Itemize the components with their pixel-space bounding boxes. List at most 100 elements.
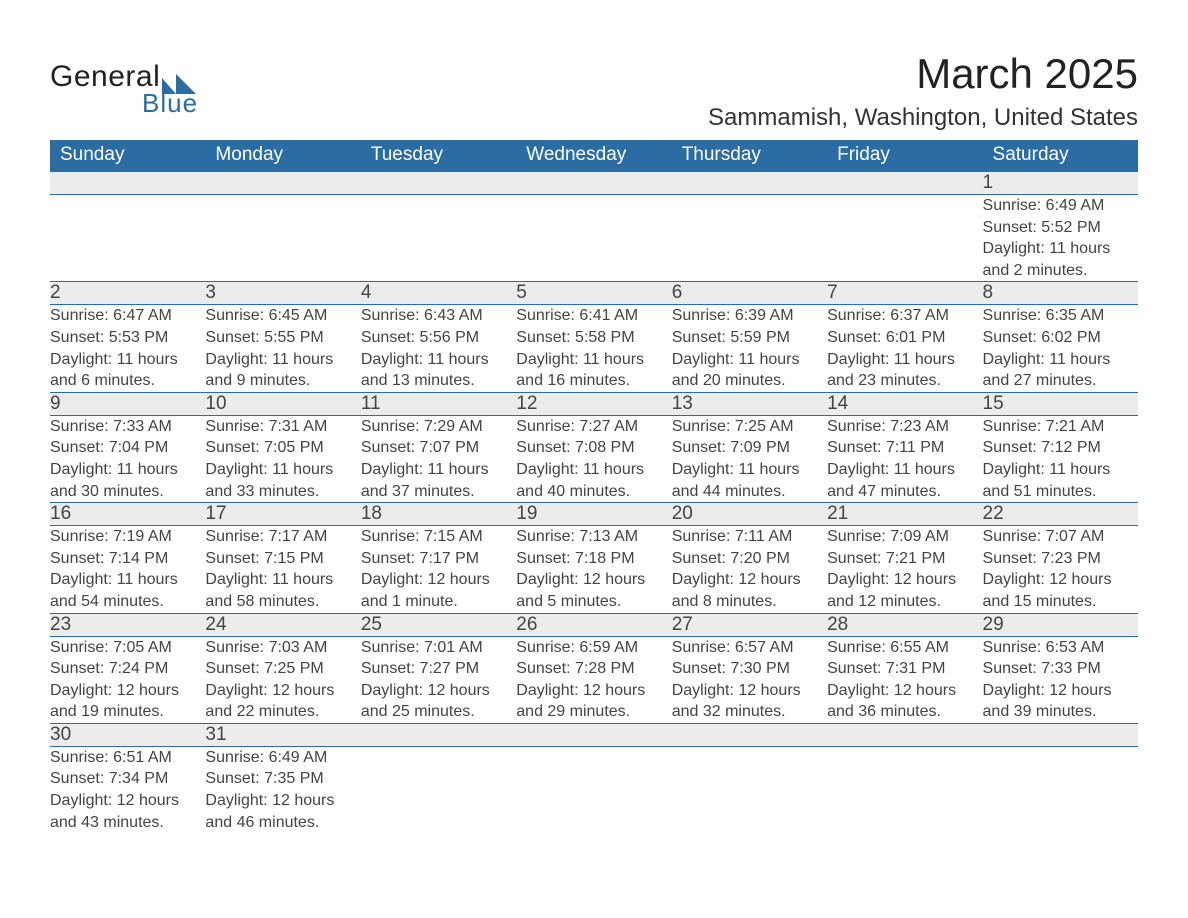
day-number: 13 (672, 392, 827, 415)
day-number: 26 (516, 613, 671, 636)
day-detail: Sunrise: 7:07 AMSunset: 7:23 PMDaylight:… (983, 526, 1138, 613)
day-number: 5 (516, 282, 671, 305)
day-detail: Sunrise: 6:39 AMSunset: 5:59 PMDaylight:… (672, 305, 827, 392)
day-number: 1 (983, 172, 1138, 195)
header: General Blue March 2025 Sammamish, Washi… (50, 50, 1138, 132)
col-header: Wednesday (516, 140, 671, 172)
day-number (361, 723, 516, 746)
brand-logo: General Blue (50, 50, 198, 119)
day-detail: Sunrise: 7:13 AMSunset: 7:18 PMDaylight:… (516, 526, 671, 613)
day-number: 19 (516, 503, 671, 526)
day-detail: Sunrise: 7:29 AMSunset: 7:07 PMDaylight:… (361, 415, 516, 502)
day-detail (983, 746, 1138, 833)
day-number (50, 172, 205, 195)
brand-name-sub: Blue (142, 88, 198, 119)
day-detail (516, 195, 671, 282)
day-number (672, 723, 827, 746)
day-number: 11 (361, 392, 516, 415)
day-detail (827, 746, 982, 833)
col-header: Monday (205, 140, 360, 172)
col-header: Thursday (672, 140, 827, 172)
daynum-row: 3031 (50, 723, 1138, 746)
day-number: 28 (827, 613, 982, 636)
day-detail: Sunrise: 6:35 AMSunset: 6:02 PMDaylight:… (983, 305, 1138, 392)
day-number: 14 (827, 392, 982, 415)
detail-row: Sunrise: 6:49 AMSunset: 5:52 PMDaylight:… (50, 195, 1138, 282)
day-number: 2 (50, 282, 205, 305)
day-detail: Sunrise: 7:33 AMSunset: 7:04 PMDaylight:… (50, 415, 205, 502)
day-detail: Sunrise: 7:23 AMSunset: 7:11 PMDaylight:… (827, 415, 982, 502)
day-number (516, 172, 671, 195)
day-number: 29 (983, 613, 1138, 636)
day-detail (50, 195, 205, 282)
day-number: 7 (827, 282, 982, 305)
page-title: March 2025 (708, 50, 1138, 98)
day-number: 17 (205, 503, 360, 526)
day-number: 22 (983, 503, 1138, 526)
daynum-row: 2345678 (50, 282, 1138, 305)
detail-row: Sunrise: 7:33 AMSunset: 7:04 PMDaylight:… (50, 415, 1138, 502)
day-number: 16 (50, 503, 205, 526)
day-number (827, 723, 982, 746)
day-detail: Sunrise: 6:51 AMSunset: 7:34 PMDaylight:… (50, 746, 205, 833)
detail-row: Sunrise: 7:05 AMSunset: 7:24 PMDaylight:… (50, 636, 1138, 723)
day-number: 4 (361, 282, 516, 305)
day-number: 24 (205, 613, 360, 636)
day-number (205, 172, 360, 195)
day-number (983, 723, 1138, 746)
day-number: 20 (672, 503, 827, 526)
detail-row: Sunrise: 6:51 AMSunset: 7:34 PMDaylight:… (50, 746, 1138, 833)
day-detail (361, 195, 516, 282)
day-detail: Sunrise: 6:43 AMSunset: 5:56 PMDaylight:… (361, 305, 516, 392)
day-number: 27 (672, 613, 827, 636)
day-detail (672, 746, 827, 833)
detail-row: Sunrise: 6:47 AMSunset: 5:53 PMDaylight:… (50, 305, 1138, 392)
day-detail: Sunrise: 7:11 AMSunset: 7:20 PMDaylight:… (672, 526, 827, 613)
day-detail: Sunrise: 6:53 AMSunset: 7:33 PMDaylight:… (983, 636, 1138, 723)
day-number: 8 (983, 282, 1138, 305)
day-detail: Sunrise: 6:49 AMSunset: 7:35 PMDaylight:… (205, 746, 360, 833)
day-number: 25 (361, 613, 516, 636)
day-detail: Sunrise: 6:47 AMSunset: 5:53 PMDaylight:… (50, 305, 205, 392)
daynum-row: 9101112131415 (50, 392, 1138, 415)
day-detail: Sunrise: 7:19 AMSunset: 7:14 PMDaylight:… (50, 526, 205, 613)
day-detail: Sunrise: 7:27 AMSunset: 7:08 PMDaylight:… (516, 415, 671, 502)
day-detail: Sunrise: 7:31 AMSunset: 7:05 PMDaylight:… (205, 415, 360, 502)
day-detail: Sunrise: 6:45 AMSunset: 5:55 PMDaylight:… (205, 305, 360, 392)
day-detail: Sunrise: 6:49 AMSunset: 5:52 PMDaylight:… (983, 195, 1138, 282)
detail-row: Sunrise: 7:19 AMSunset: 7:14 PMDaylight:… (50, 526, 1138, 613)
day-number: 23 (50, 613, 205, 636)
day-detail (205, 195, 360, 282)
col-header: Friday (827, 140, 982, 172)
daynum-row: 23242526272829 (50, 613, 1138, 636)
day-number (516, 723, 671, 746)
weekday-header-row: Sunday Monday Tuesday Wednesday Thursday… (50, 140, 1138, 172)
calendar-table: Sunday Monday Tuesday Wednesday Thursday… (50, 140, 1138, 833)
day-detail: Sunrise: 6:55 AMSunset: 7:31 PMDaylight:… (827, 636, 982, 723)
col-header: Saturday (983, 140, 1138, 172)
day-detail: Sunrise: 7:25 AMSunset: 7:09 PMDaylight:… (672, 415, 827, 502)
day-detail: Sunrise: 6:41 AMSunset: 5:58 PMDaylight:… (516, 305, 671, 392)
day-detail: Sunrise: 7:17 AMSunset: 7:15 PMDaylight:… (205, 526, 360, 613)
day-detail (672, 195, 827, 282)
day-number (827, 172, 982, 195)
day-number: 31 (205, 723, 360, 746)
day-detail: Sunrise: 7:15 AMSunset: 7:17 PMDaylight:… (361, 526, 516, 613)
location-subtitle: Sammamish, Washington, United States (708, 104, 1138, 132)
day-number: 21 (827, 503, 982, 526)
day-detail: Sunrise: 7:09 AMSunset: 7:21 PMDaylight:… (827, 526, 982, 613)
day-detail: Sunrise: 6:57 AMSunset: 7:30 PMDaylight:… (672, 636, 827, 723)
day-detail: Sunrise: 6:37 AMSunset: 6:01 PMDaylight:… (827, 305, 982, 392)
day-number (672, 172, 827, 195)
day-number: 15 (983, 392, 1138, 415)
day-detail: Sunrise: 7:21 AMSunset: 7:12 PMDaylight:… (983, 415, 1138, 502)
title-block: March 2025 Sammamish, Washington, United… (708, 50, 1138, 132)
day-detail (827, 195, 982, 282)
day-number (361, 172, 516, 195)
day-number: 9 (50, 392, 205, 415)
col-header: Sunday (50, 140, 205, 172)
day-detail (516, 746, 671, 833)
day-number: 30 (50, 723, 205, 746)
day-number: 6 (672, 282, 827, 305)
day-detail: Sunrise: 6:59 AMSunset: 7:28 PMDaylight:… (516, 636, 671, 723)
